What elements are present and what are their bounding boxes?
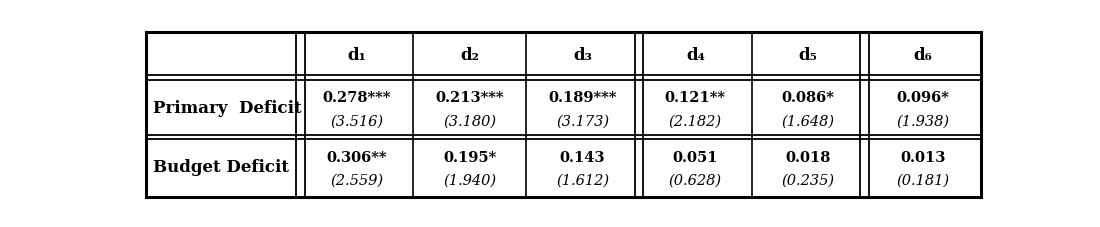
Text: 0.143: 0.143	[560, 150, 605, 164]
Text: (0.235): (0.235)	[782, 173, 835, 187]
Text: 0.195*: 0.195*	[443, 150, 496, 164]
Text: (0.181): (0.181)	[896, 173, 949, 187]
Text: 0.013: 0.013	[900, 150, 946, 164]
Text: (2.182): (2.182)	[669, 114, 722, 128]
Text: 0.306**: 0.306**	[327, 150, 387, 164]
Text: 0.213***: 0.213***	[436, 91, 504, 104]
Text: (1.648): (1.648)	[782, 114, 835, 128]
Text: (0.628): (0.628)	[669, 173, 722, 187]
Text: (3.516): (3.516)	[330, 114, 384, 128]
Text: Budget Deficit: Budget Deficit	[153, 159, 289, 175]
Text: (1.612): (1.612)	[556, 173, 609, 187]
Text: 0.018: 0.018	[785, 150, 830, 164]
Text: Primary  Deficit: Primary Deficit	[153, 99, 301, 116]
Text: d₆: d₆	[914, 47, 933, 64]
Text: (1.940): (1.940)	[443, 173, 496, 187]
Text: 0.086*: 0.086*	[782, 91, 835, 104]
Text: d₂: d₂	[460, 47, 480, 64]
Text: (3.173): (3.173)	[556, 114, 609, 128]
Text: 0.278***: 0.278***	[322, 91, 392, 104]
Text: 0.096*: 0.096*	[896, 91, 949, 104]
Text: 0.051: 0.051	[672, 150, 718, 164]
Text: d₁: d₁	[348, 47, 366, 64]
Text: (3.180): (3.180)	[443, 114, 496, 128]
Text: d₄: d₄	[686, 47, 705, 64]
Text: 0.189***: 0.189***	[549, 91, 617, 104]
Text: d₃: d₃	[573, 47, 592, 64]
Text: (2.559): (2.559)	[330, 173, 384, 187]
Text: (1.938): (1.938)	[896, 114, 949, 128]
Text: 0.121**: 0.121**	[664, 91, 726, 104]
Text: d₅: d₅	[799, 47, 817, 64]
